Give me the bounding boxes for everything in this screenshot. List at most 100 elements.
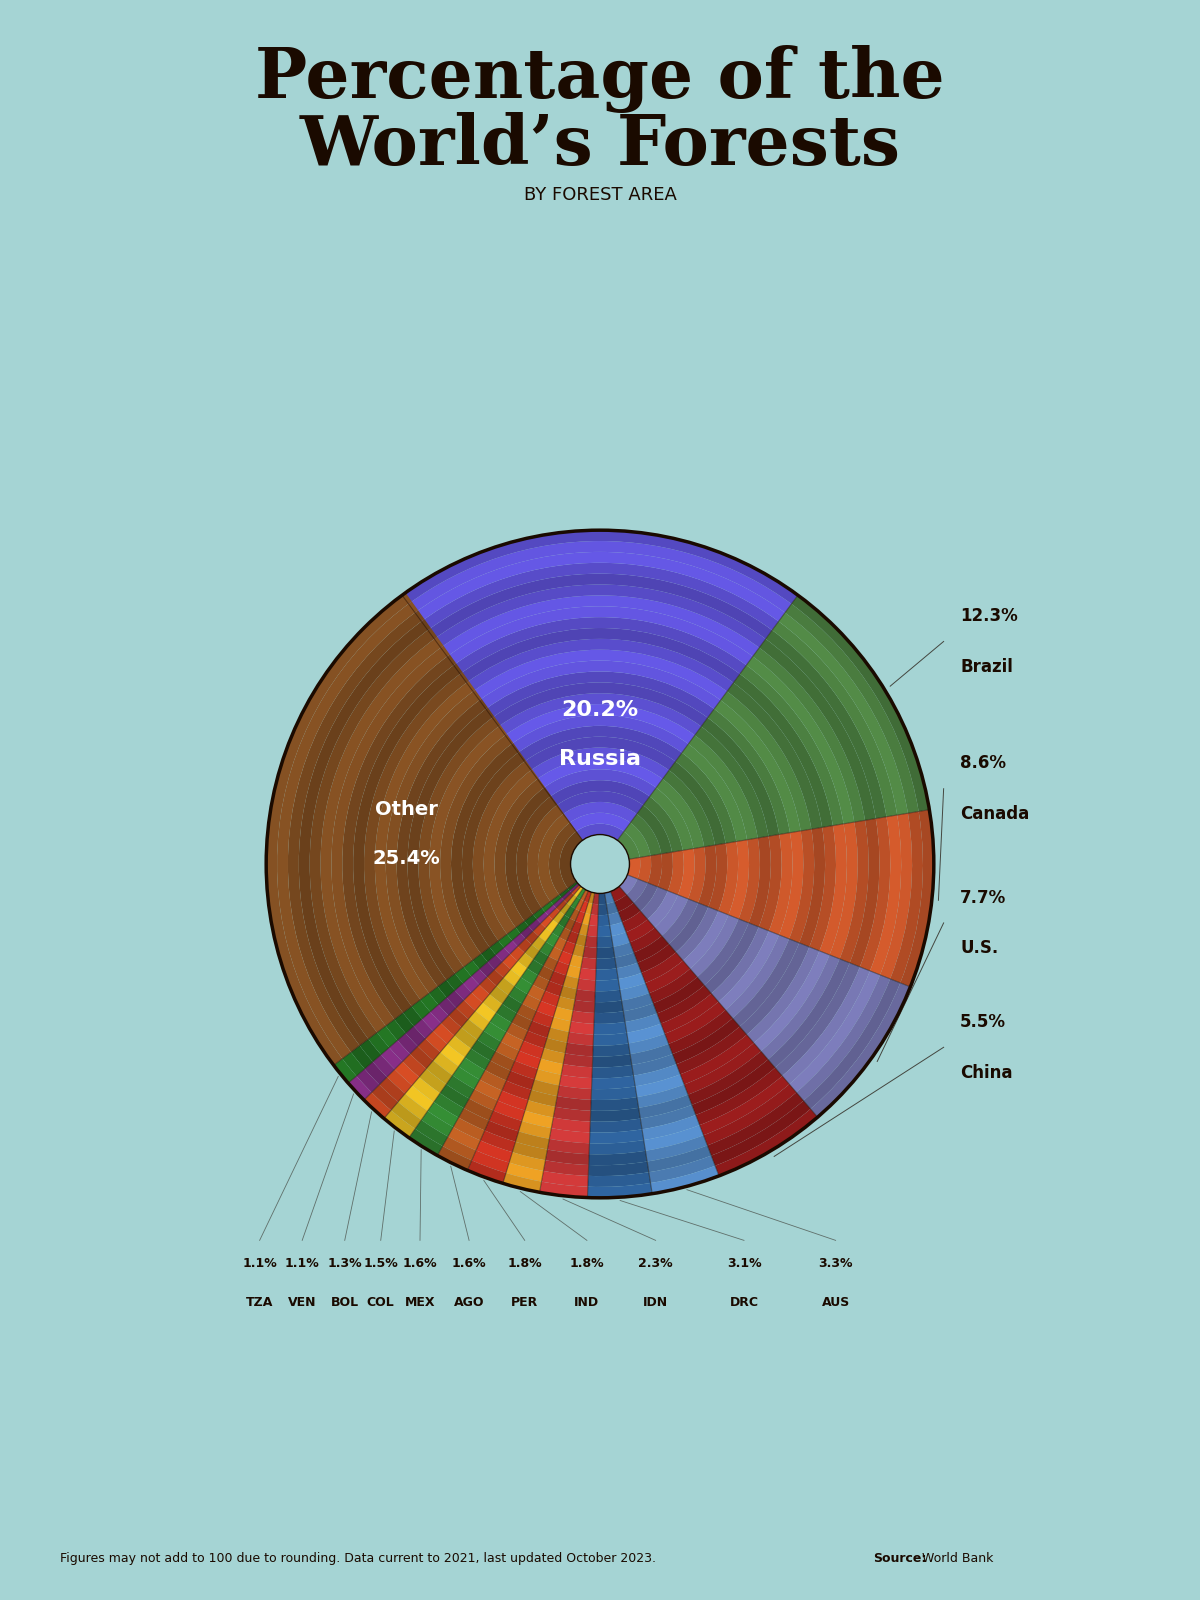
- Wedge shape: [503, 995, 522, 1013]
- Wedge shape: [469, 1090, 498, 1110]
- Wedge shape: [448, 1126, 480, 1150]
- Wedge shape: [348, 1077, 372, 1101]
- Wedge shape: [650, 1166, 719, 1194]
- Wedge shape: [571, 1011, 594, 1024]
- Wedge shape: [707, 1093, 804, 1155]
- Text: Percentage of the: Percentage of the: [256, 45, 944, 112]
- Wedge shape: [772, 621, 898, 816]
- Wedge shape: [622, 994, 653, 1011]
- Wedge shape: [592, 1075, 635, 1090]
- Text: Russia: Russia: [559, 749, 641, 770]
- Wedge shape: [688, 1051, 768, 1106]
- Wedge shape: [481, 947, 496, 962]
- Wedge shape: [409, 1130, 443, 1155]
- Wedge shape: [637, 805, 672, 854]
- Wedge shape: [634, 883, 658, 910]
- Wedge shape: [551, 1117, 590, 1133]
- Wedge shape: [541, 1048, 565, 1064]
- Wedge shape: [472, 1150, 509, 1173]
- Wedge shape: [570, 813, 630, 832]
- Wedge shape: [754, 950, 829, 1051]
- Wedge shape: [427, 1102, 458, 1126]
- Wedge shape: [455, 984, 472, 1000]
- Wedge shape: [726, 934, 790, 1018]
- Wedge shape: [594, 1022, 626, 1035]
- Wedge shape: [596, 936, 613, 947]
- Text: TZA: TZA: [246, 1296, 274, 1309]
- Text: 3.3%: 3.3%: [818, 1256, 853, 1270]
- Wedge shape: [629, 1034, 668, 1054]
- Wedge shape: [665, 1002, 726, 1043]
- Wedge shape: [443, 1136, 476, 1160]
- Wedge shape: [458, 1058, 485, 1080]
- Wedge shape: [364, 672, 469, 1006]
- Wedge shape: [506, 1070, 534, 1090]
- Wedge shape: [655, 894, 688, 936]
- Wedge shape: [688, 846, 706, 902]
- Wedge shape: [498, 934, 512, 947]
- Wedge shape: [490, 1110, 522, 1131]
- Wedge shape: [638, 1094, 692, 1118]
- Wedge shape: [551, 781, 649, 805]
- Text: China: China: [960, 1064, 1013, 1082]
- Wedge shape: [546, 933, 559, 947]
- Wedge shape: [658, 853, 673, 891]
- Wedge shape: [782, 966, 870, 1085]
- Text: BY FOREST AREA: BY FOREST AREA: [523, 186, 677, 203]
- Wedge shape: [472, 970, 487, 984]
- Text: AGO: AGO: [454, 1296, 485, 1309]
- Wedge shape: [517, 952, 533, 968]
- Text: BOL: BOL: [331, 1296, 359, 1309]
- Wedge shape: [575, 989, 595, 1002]
- Wedge shape: [900, 810, 934, 987]
- Wedge shape: [564, 893, 574, 902]
- Wedge shape: [684, 1043, 761, 1094]
- Wedge shape: [563, 976, 578, 989]
- Wedge shape: [626, 1024, 665, 1043]
- Wedge shape: [527, 960, 544, 974]
- Wedge shape: [502, 1080, 532, 1101]
- Wedge shape: [635, 1074, 684, 1098]
- Wedge shape: [649, 1155, 715, 1182]
- Wedge shape: [382, 1048, 402, 1069]
- Wedge shape: [524, 944, 540, 960]
- Wedge shape: [577, 888, 586, 899]
- Wedge shape: [611, 886, 626, 902]
- Wedge shape: [428, 574, 772, 638]
- Wedge shape: [440, 595, 760, 656]
- Wedge shape: [487, 955, 503, 970]
- Wedge shape: [464, 1048, 491, 1070]
- Wedge shape: [277, 602, 418, 1059]
- Wedge shape: [695, 726, 768, 838]
- Wedge shape: [288, 610, 425, 1053]
- Wedge shape: [368, 1032, 389, 1054]
- Wedge shape: [472, 1040, 496, 1061]
- Wedge shape: [516, 1131, 550, 1149]
- Wedge shape: [484, 1022, 506, 1042]
- Wedge shape: [533, 950, 548, 966]
- Wedge shape: [473, 760, 532, 941]
- Wedge shape: [415, 552, 785, 621]
- Wedge shape: [331, 646, 450, 1026]
- Wedge shape: [540, 1182, 588, 1197]
- Wedge shape: [649, 968, 697, 1003]
- Wedge shape: [592, 1086, 637, 1099]
- Wedge shape: [623, 1003, 656, 1022]
- Wedge shape: [430, 725, 506, 966]
- Wedge shape: [480, 661, 720, 709]
- Wedge shape: [571, 922, 582, 934]
- Wedge shape: [580, 901, 588, 914]
- Wedge shape: [630, 814, 661, 856]
- Wedge shape: [668, 902, 708, 952]
- Wedge shape: [463, 976, 479, 992]
- Wedge shape: [496, 1042, 520, 1061]
- Circle shape: [570, 835, 630, 893]
- Wedge shape: [590, 1098, 638, 1110]
- Wedge shape: [426, 1061, 452, 1085]
- Wedge shape: [334, 1059, 356, 1083]
- Text: Brazil: Brazil: [960, 658, 1013, 675]
- Wedge shape: [566, 931, 578, 944]
- Wedge shape: [550, 971, 566, 986]
- Wedge shape: [538, 813, 570, 901]
- Wedge shape: [431, 1005, 449, 1022]
